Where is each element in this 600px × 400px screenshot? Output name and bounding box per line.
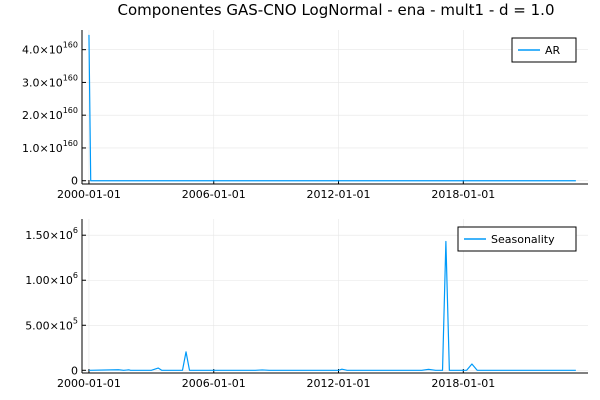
ar-y-tick-label: 4.0×10160 [22, 41, 78, 57]
chart-title: Componentes GAS-CNO LogNormal - ena - mu… [117, 1, 554, 19]
ar-legend: AR [511, 37, 577, 63]
ar-x-tick-label: 2012-01-01 [307, 188, 371, 201]
seasonality-panel: 2000-01-01 2006-01-01 2012-01-01 2018-01-01… [25, 219, 588, 390]
ar-y-tick-label: 3.0×10160 [22, 73, 78, 89]
ar-y-tick-label: 2.0×10160 [22, 106, 78, 122]
seasonality-y-tick-label: 1.00×106 [25, 271, 78, 287]
ar-x-tick-label: 2018-01-01 [431, 188, 495, 201]
seasonality-y-tick-label: 5.00×105 [25, 316, 78, 332]
ar-x-tick-label: 2000-01-01 [57, 188, 121, 201]
ar-series-line [88, 34, 576, 182]
seasonality-x-tick-label: 2018-01-01 [431, 377, 495, 390]
seasonality-x-tick-label: 2006-01-01 [182, 377, 246, 390]
seasonality-x-tick-label: 2012-01-01 [307, 377, 371, 390]
ar-panel: 2000-01-01 2006-01-01 2012-01-01 2018-01-01… [22, 30, 588, 201]
seasonality-legend-label: Seasonality [491, 233, 555, 246]
seasonality-series-line [88, 240, 576, 371]
seasonality-x-tick-label: 2000-01-01 [57, 377, 121, 390]
ar-y-tick-label: 1.0×10160 [22, 139, 78, 155]
seasonality-legend: Seasonality [457, 226, 577, 252]
ar-x-tick-label: 2006-01-01 [182, 188, 246, 201]
seasonality-y-tick-label: 1.50×106 [25, 226, 78, 242]
seasonality-y-tick-label: 0 [71, 364, 78, 377]
ar-y-tick-label: 0 [71, 175, 78, 188]
ar-legend-label: AR [545, 44, 561, 57]
